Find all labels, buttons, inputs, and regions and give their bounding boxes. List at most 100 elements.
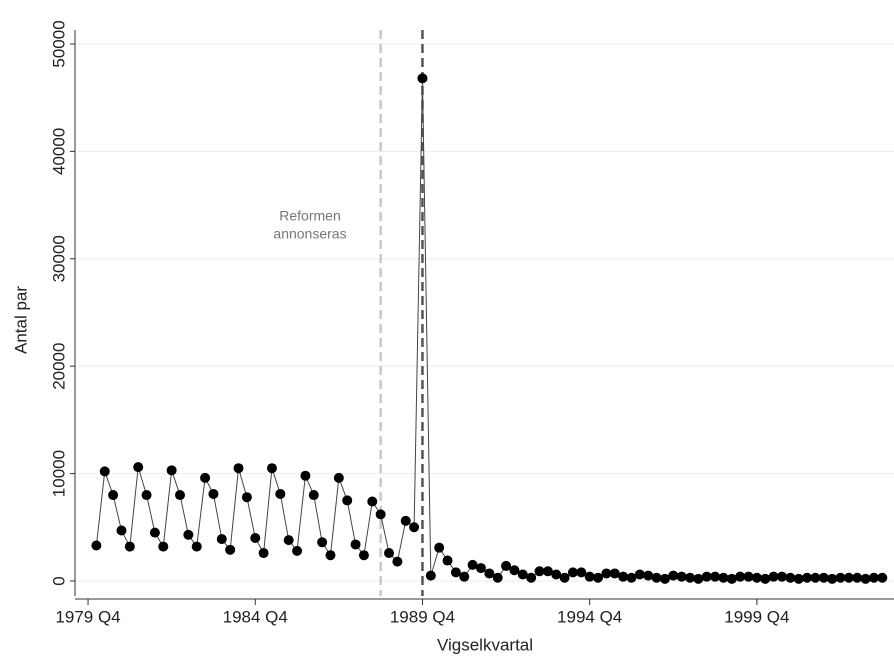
data-point [116, 525, 127, 536]
data-point [835, 572, 846, 583]
data-point [375, 509, 386, 520]
data-point [475, 563, 486, 574]
y-tick-label: 20000 [49, 343, 68, 390]
data-point [208, 488, 219, 499]
data-point [183, 529, 194, 540]
annotation: annonseras [273, 226, 346, 242]
data-point [860, 573, 871, 584]
x-tick-label: 1994 Q4 [557, 607, 622, 626]
data-point [576, 567, 587, 578]
data-point [659, 573, 670, 584]
data-point [509, 565, 520, 576]
y-tick-label: 40000 [49, 128, 68, 175]
data-point [124, 541, 135, 552]
data-point [108, 490, 119, 501]
data-point [618, 571, 629, 582]
data-point [141, 490, 152, 501]
data-point [776, 571, 787, 582]
data-point [258, 548, 269, 559]
data-point [710, 571, 721, 582]
data-point [526, 572, 537, 583]
data-point [216, 534, 227, 545]
data-point [593, 572, 604, 583]
data-point [601, 568, 612, 579]
data-point [643, 570, 654, 581]
data-point [760, 573, 771, 584]
y-tick-label: 10000 [49, 450, 68, 497]
data-point [459, 571, 470, 582]
data-point [868, 572, 879, 583]
data-point [701, 571, 712, 582]
x-tick-label: 1999 Q4 [724, 607, 789, 626]
data-point [442, 555, 453, 566]
data-point [99, 466, 110, 477]
data-point [200, 472, 211, 483]
data-point [166, 465, 177, 476]
data-point [877, 572, 888, 583]
data-point [241, 492, 252, 503]
data-point [367, 496, 378, 507]
x-axis-label: Vigselkvartal [437, 635, 533, 654]
data-point [409, 522, 420, 533]
data-point [450, 567, 461, 578]
y-axis-label: Antal par [11, 286, 30, 354]
data-point [492, 572, 503, 583]
data-point [668, 570, 679, 581]
data-point [551, 569, 562, 580]
data-point [751, 572, 762, 583]
data-point [626, 572, 637, 583]
data-point [768, 571, 779, 582]
data-point [275, 488, 286, 499]
data-point [634, 569, 645, 580]
data-point [609, 568, 620, 579]
data-point [743, 571, 754, 582]
data-point [158, 541, 169, 552]
data-point [484, 568, 495, 579]
data-point [542, 566, 553, 577]
data-point [434, 542, 445, 553]
data-point [417, 73, 428, 84]
x-tick-label: 1979 Q4 [55, 607, 120, 626]
y-tick-label: 0 [49, 576, 68, 585]
data-point [317, 537, 328, 548]
data-point [651, 572, 662, 583]
data-point [133, 462, 144, 473]
data-point [425, 570, 436, 581]
data-point [802, 572, 813, 583]
data-point [559, 572, 570, 583]
data-point [852, 572, 863, 583]
data-point [308, 490, 319, 501]
x-tick-label: 1989 Q4 [390, 607, 455, 626]
data-point [584, 571, 595, 582]
data-point [827, 573, 838, 584]
data-point [693, 573, 704, 584]
data-point [676, 571, 687, 582]
data-point [735, 571, 746, 582]
annotation: Reformen [279, 208, 340, 224]
data-point [175, 490, 185, 501]
data-point [392, 556, 403, 567]
data-point [843, 572, 854, 583]
data-point [91, 540, 102, 551]
y-tick-label: 50000 [49, 20, 68, 67]
data-point [266, 463, 277, 474]
data-point [718, 572, 729, 583]
data-point [726, 573, 737, 584]
data-point [191, 541, 202, 552]
data-point [793, 573, 804, 584]
data-point [283, 535, 294, 546]
data-point [467, 559, 478, 570]
x-tick-label: 1984 Q4 [223, 607, 288, 626]
data-point [350, 539, 361, 550]
data-point [342, 495, 353, 506]
data-point [818, 572, 829, 583]
data-point [685, 572, 695, 583]
data-point [333, 472, 344, 483]
data-line [95, 78, 883, 580]
data-point [149, 527, 160, 538]
data-point [250, 533, 261, 544]
data-point [325, 550, 336, 561]
data-point [384, 548, 395, 559]
data-point [225, 544, 236, 555]
